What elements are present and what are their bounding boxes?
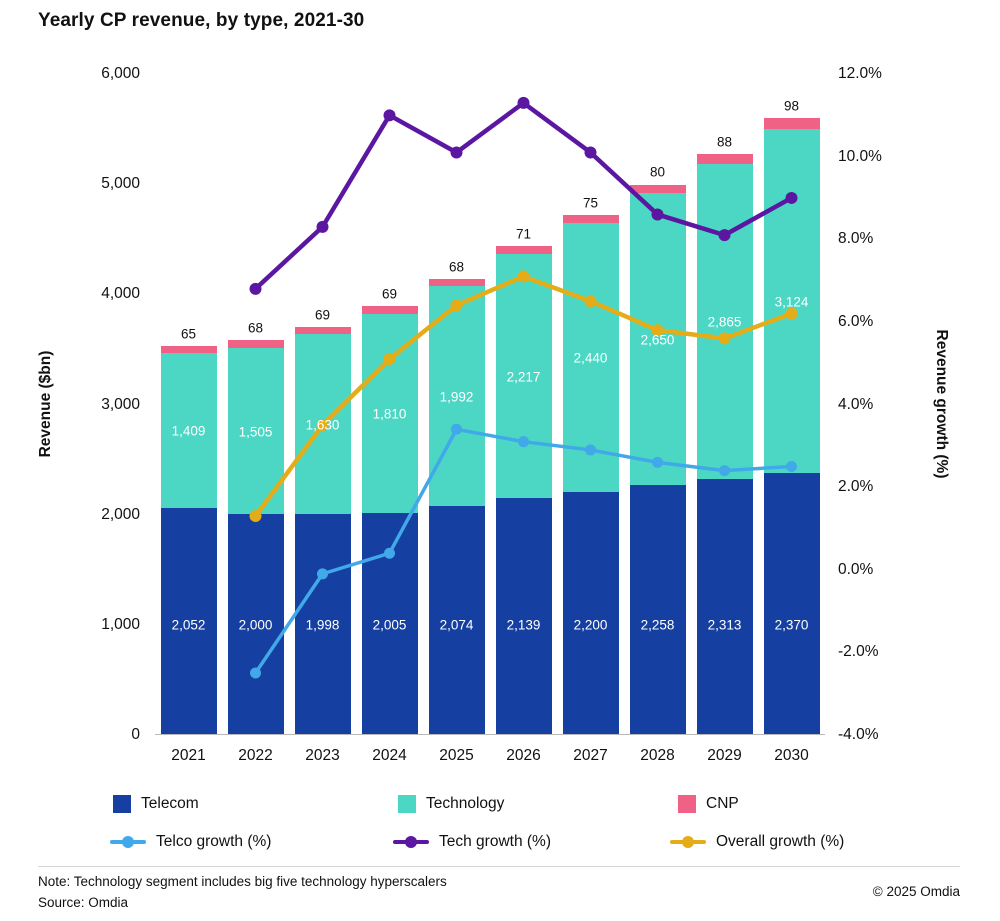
footnote: Note: Technology segment includes big fi… [38,874,447,889]
right-axis-tick-label: 12.0% [838,65,882,82]
left-axis-tick-label: 0 [131,726,140,743]
bar-segment-cnp [160,345,217,353]
bar-segment-telecom [227,513,284,734]
bar-segment-cnp [763,117,820,129]
bar-segment-telecom [361,513,418,734]
bar-segment-telecom [763,472,820,734]
bar-segment-cnp [696,153,753,164]
bar-segment-technology [562,222,619,492]
legend-label-telecom: Telecom [141,795,199,812]
bar-segment-cnp [629,184,686,194]
left-axis-tick-label: 4,000 [101,285,140,303]
technology-swatch-icon [398,795,416,813]
legend-label-technology: Technology [426,795,505,812]
left-axis-tick-label: 6,000 [101,65,140,82]
right-axis-title: Revenue growth (%) [933,329,950,479]
x-axis-label: 2023 [305,747,340,764]
legend-item-telecom: Telecom [113,795,199,813]
telecom-swatch-icon [113,795,131,813]
x-axis-label: 2021 [171,747,206,764]
source-note: Source: Omdia [38,895,129,910]
chart-title: Yearly CP revenue, by type, 2021-30 [38,10,365,31]
bar-segment-technology [361,313,418,514]
right-axis-tick-label: -4.0% [838,726,879,743]
bar-segment-technology [428,286,485,506]
x-axis-label: 2024 [372,747,407,764]
left-axis-tick-label: 3,000 [101,395,140,413]
bar-segment-cnp [294,326,351,335]
bar-segment-telecom [160,507,217,734]
bar-segment-technology [763,128,820,473]
legend-item-technology: Technology [398,795,504,813]
x-axis-label: 2029 [707,747,742,764]
x-axis-label: 2028 [640,747,675,764]
bar-segment-cnp [562,214,619,223]
legend-item-overall-growth: Overall growth (%) [670,833,844,851]
legend-label-tech-growth: Tech growth (%) [439,833,551,850]
bar-segment-technology [696,163,753,480]
legend-label-overall-growth: Overall growth (%) [716,833,845,850]
right-axis-tick-label: 0.0% [838,560,874,578]
legend-label-telco-growth: Telco growth (%) [156,833,272,850]
right-axis-tick-label: 2.0% [838,478,874,496]
left-axis-tick-label: 2,000 [101,505,140,523]
right-axis-tick-label: -2.0% [838,643,879,661]
right-axis-tick-label: 10.0% [838,147,882,165]
bar-segment-telecom [428,505,485,734]
bar-segment-technology [294,334,351,514]
chart-area: Revenue ($bn) Revenue growth (%) 2,052 1,… [37,65,950,764]
bar-segment-technology [227,347,284,514]
legend-item-tech-growth: Tech growth (%) [393,833,551,851]
right-axis-tick-label: 6.0% [838,312,874,330]
overall-growth-marker-icon [670,835,706,849]
bar-segment-telecom [562,491,619,734]
legend-item-telco-growth: Telco growth (%) [110,833,271,851]
right-axis-tick-label: 4.0% [838,395,874,413]
tech-growth-marker-icon [393,835,429,849]
bar-segment-cnp [428,278,485,287]
footer-divider [38,866,960,867]
x-axis-label: 2022 [238,747,273,764]
left-axis-tick-label: 1,000 [101,615,140,633]
bar-segment-cnp [495,246,552,255]
left-axis-tick-label: 5,000 [101,175,140,193]
cnp-swatch-icon [678,795,696,813]
plot-area [155,74,825,735]
legend-item-cnp: CNP [678,795,739,813]
bar-segment-telecom [696,479,753,734]
x-axis-label: 2027 [573,747,608,764]
legend-label-cnp: CNP [706,795,739,812]
bar-segment-cnp [227,340,284,348]
bar-segment-technology [495,254,552,499]
x-axis-label: 2025 [439,747,474,764]
x-axis-label: 2026 [506,747,541,764]
bar-segment-telecom [495,498,552,734]
bar-segment-cnp [361,306,418,314]
right-axis-tick-label: 8.0% [838,230,874,248]
bar-segment-telecom [629,485,686,734]
bar-segment-technology [629,193,686,486]
bar-segment-telecom [294,513,351,734]
telco-growth-marker-icon [110,835,146,849]
copyright-note: © 2025 Omdia [872,884,960,899]
x-axis-label: 2030 [774,747,809,764]
bar-segment-technology [160,352,217,508]
